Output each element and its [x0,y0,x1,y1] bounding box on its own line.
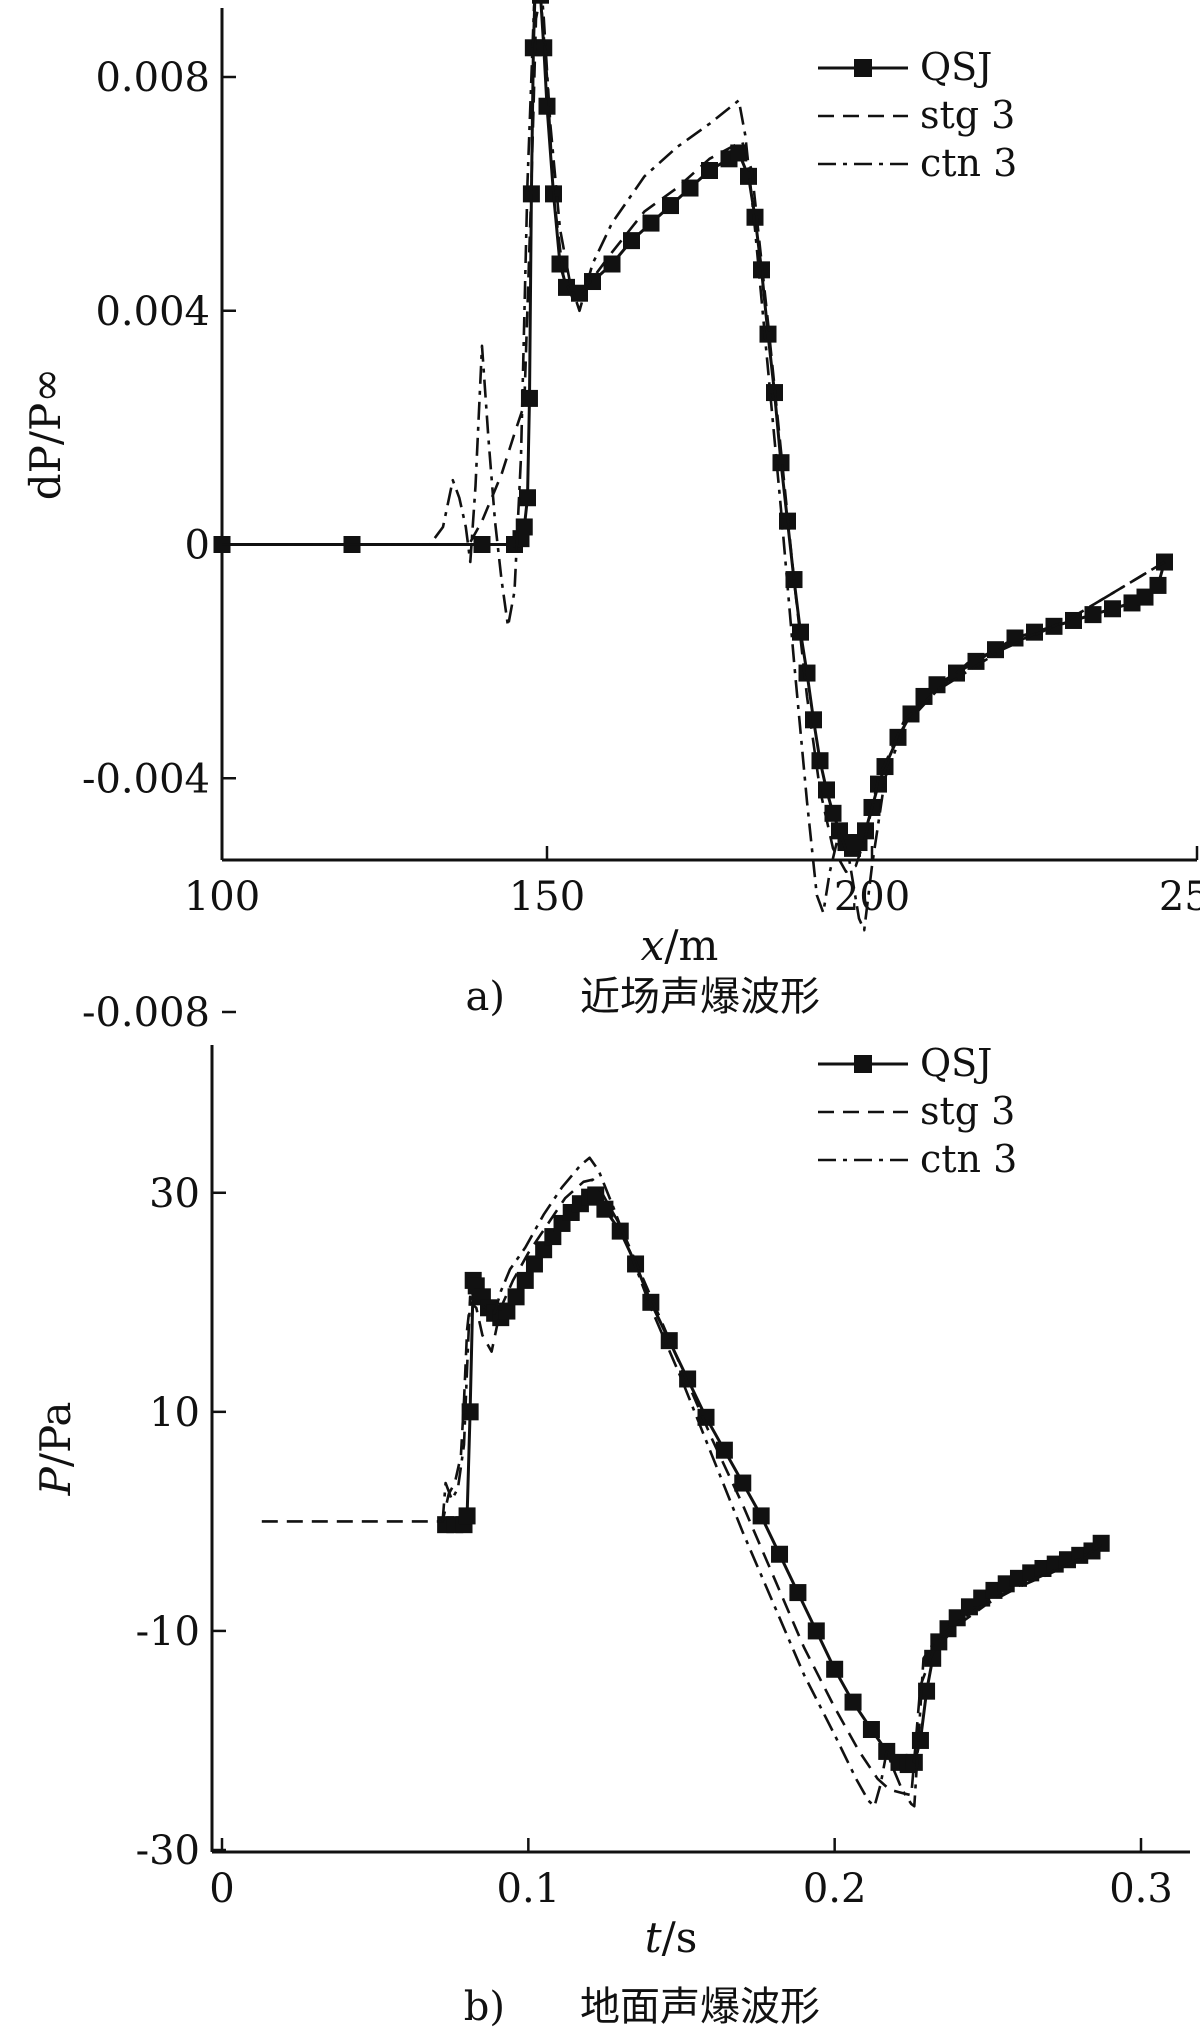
qsj-data-point [826,1660,844,1678]
x-tick-label: 200 [834,874,910,920]
caption-title: 近场声爆波形 [580,974,820,1020]
qsj-data-point [603,255,621,273]
legend-marker-square [854,59,872,77]
qsj-data-point [551,255,569,273]
x-tick-label: 250 [1159,874,1200,920]
qsj-data-point [1006,629,1024,647]
y-tick-label: 0.008 [95,55,210,101]
x-tick-label: 0.2 [803,1866,867,1912]
qsj-data-point [798,664,816,682]
y-tick-label: 10 [149,1390,200,1436]
qsj-data-point [930,1633,948,1651]
series-line-qsj [222,0,1166,850]
qsj-data-point [519,489,536,507]
qsj-data-point [911,1731,929,1749]
caption-title: 地面声爆波形 [580,1984,820,2030]
x-tick-label: 0.3 [1109,1866,1173,1912]
qsj-data-point [811,752,829,770]
y-tick-label: -0.004 [82,756,210,802]
y-tick-label: 0 [185,523,210,569]
chart-near-field-waveform: 100 150 200 250 -0.008 -0.004 0 0.004 0.008 QSJst… [21,0,1200,1036]
qsj-data-point [1136,588,1154,606]
x-tick-label: 0 [209,1866,234,1912]
qsj-data-point [681,179,699,197]
qsj-data-point [1104,600,1121,618]
qsj-data-point [771,1545,789,1563]
qsj-data-point [805,711,822,729]
y-tick-label: -10 [136,1609,200,1655]
qsj-data-point [473,536,491,553]
x-axis-label: t/s [645,1913,698,1962]
y-tick-label: 30 [149,1171,200,1217]
x-tick-label: 150 [509,874,585,920]
legend-label: ctn 3 [920,1137,1017,1181]
qsj-data-point [535,1241,553,1259]
legend-label: QSJ [920,45,992,89]
qsj-data-point [792,623,809,641]
series-line-stg-3 [261,1178,1102,1797]
x-tick-label: 100 [184,874,260,920]
qsj-data-point [1149,576,1167,594]
x-axis-label: x/m [641,921,719,970]
qsj-data-point [715,1441,733,1459]
qsj-data-point [623,232,640,250]
qsj-data-point [596,1200,614,1218]
legend-label: stg 3 [920,1089,1015,1133]
series-line-qsj [445,1193,1103,1767]
qsj-data-point [642,214,660,232]
qsj-data-point [507,1288,525,1306]
y-tick-label: -30 [136,1828,200,1874]
qsj-data-point [701,162,718,179]
qsj-data-point [660,1332,678,1350]
qsj-data-point [987,641,1004,659]
qsj-data-point [544,1228,562,1246]
qsj-data-point [824,804,842,822]
series-line-stg-3 [222,0,1166,874]
qsj-data-point [1065,611,1082,629]
qsj-data-point [752,1507,770,1525]
qsj-data-point [844,1693,862,1711]
caption-label: b) [464,1984,505,2030]
qsj-data-point [458,1507,476,1525]
legend-label: ctn 3 [920,141,1017,185]
x-tick-label: 0.1 [497,1866,561,1912]
qsj-data-point [862,1721,880,1739]
qsj-data-point [525,1255,543,1273]
series-line-ctn-3 [222,0,1166,932]
qsj-data-point [697,1408,715,1426]
y-axis-label: P/Pa [31,1402,80,1497]
y-axis-label: dP/P∞ [21,368,70,501]
qsj-data-point [662,197,679,215]
qsj-data-point [730,144,748,162]
series-line-ctn-3 [441,1156,1102,1808]
legend-label: stg 3 [920,93,1015,137]
qsj-data-point [734,1474,752,1492]
qsj-data-point [1123,594,1141,612]
legend-marker-square [854,1055,872,1073]
y-tick-label: 0.004 [95,289,210,335]
legend-label: QSJ [920,1041,992,1085]
qsj-data-point [789,1584,807,1602]
qsj-data-point [516,1271,534,1289]
caption-label: a) [466,974,505,1020]
qsj-data-point [538,97,556,115]
y-tick-label: -0.008 [82,990,210,1036]
qsj-data-point [928,676,946,694]
qsj-data-point [1084,606,1102,624]
qsj-data-point [515,518,533,536]
qsj-data-point [807,1622,825,1640]
